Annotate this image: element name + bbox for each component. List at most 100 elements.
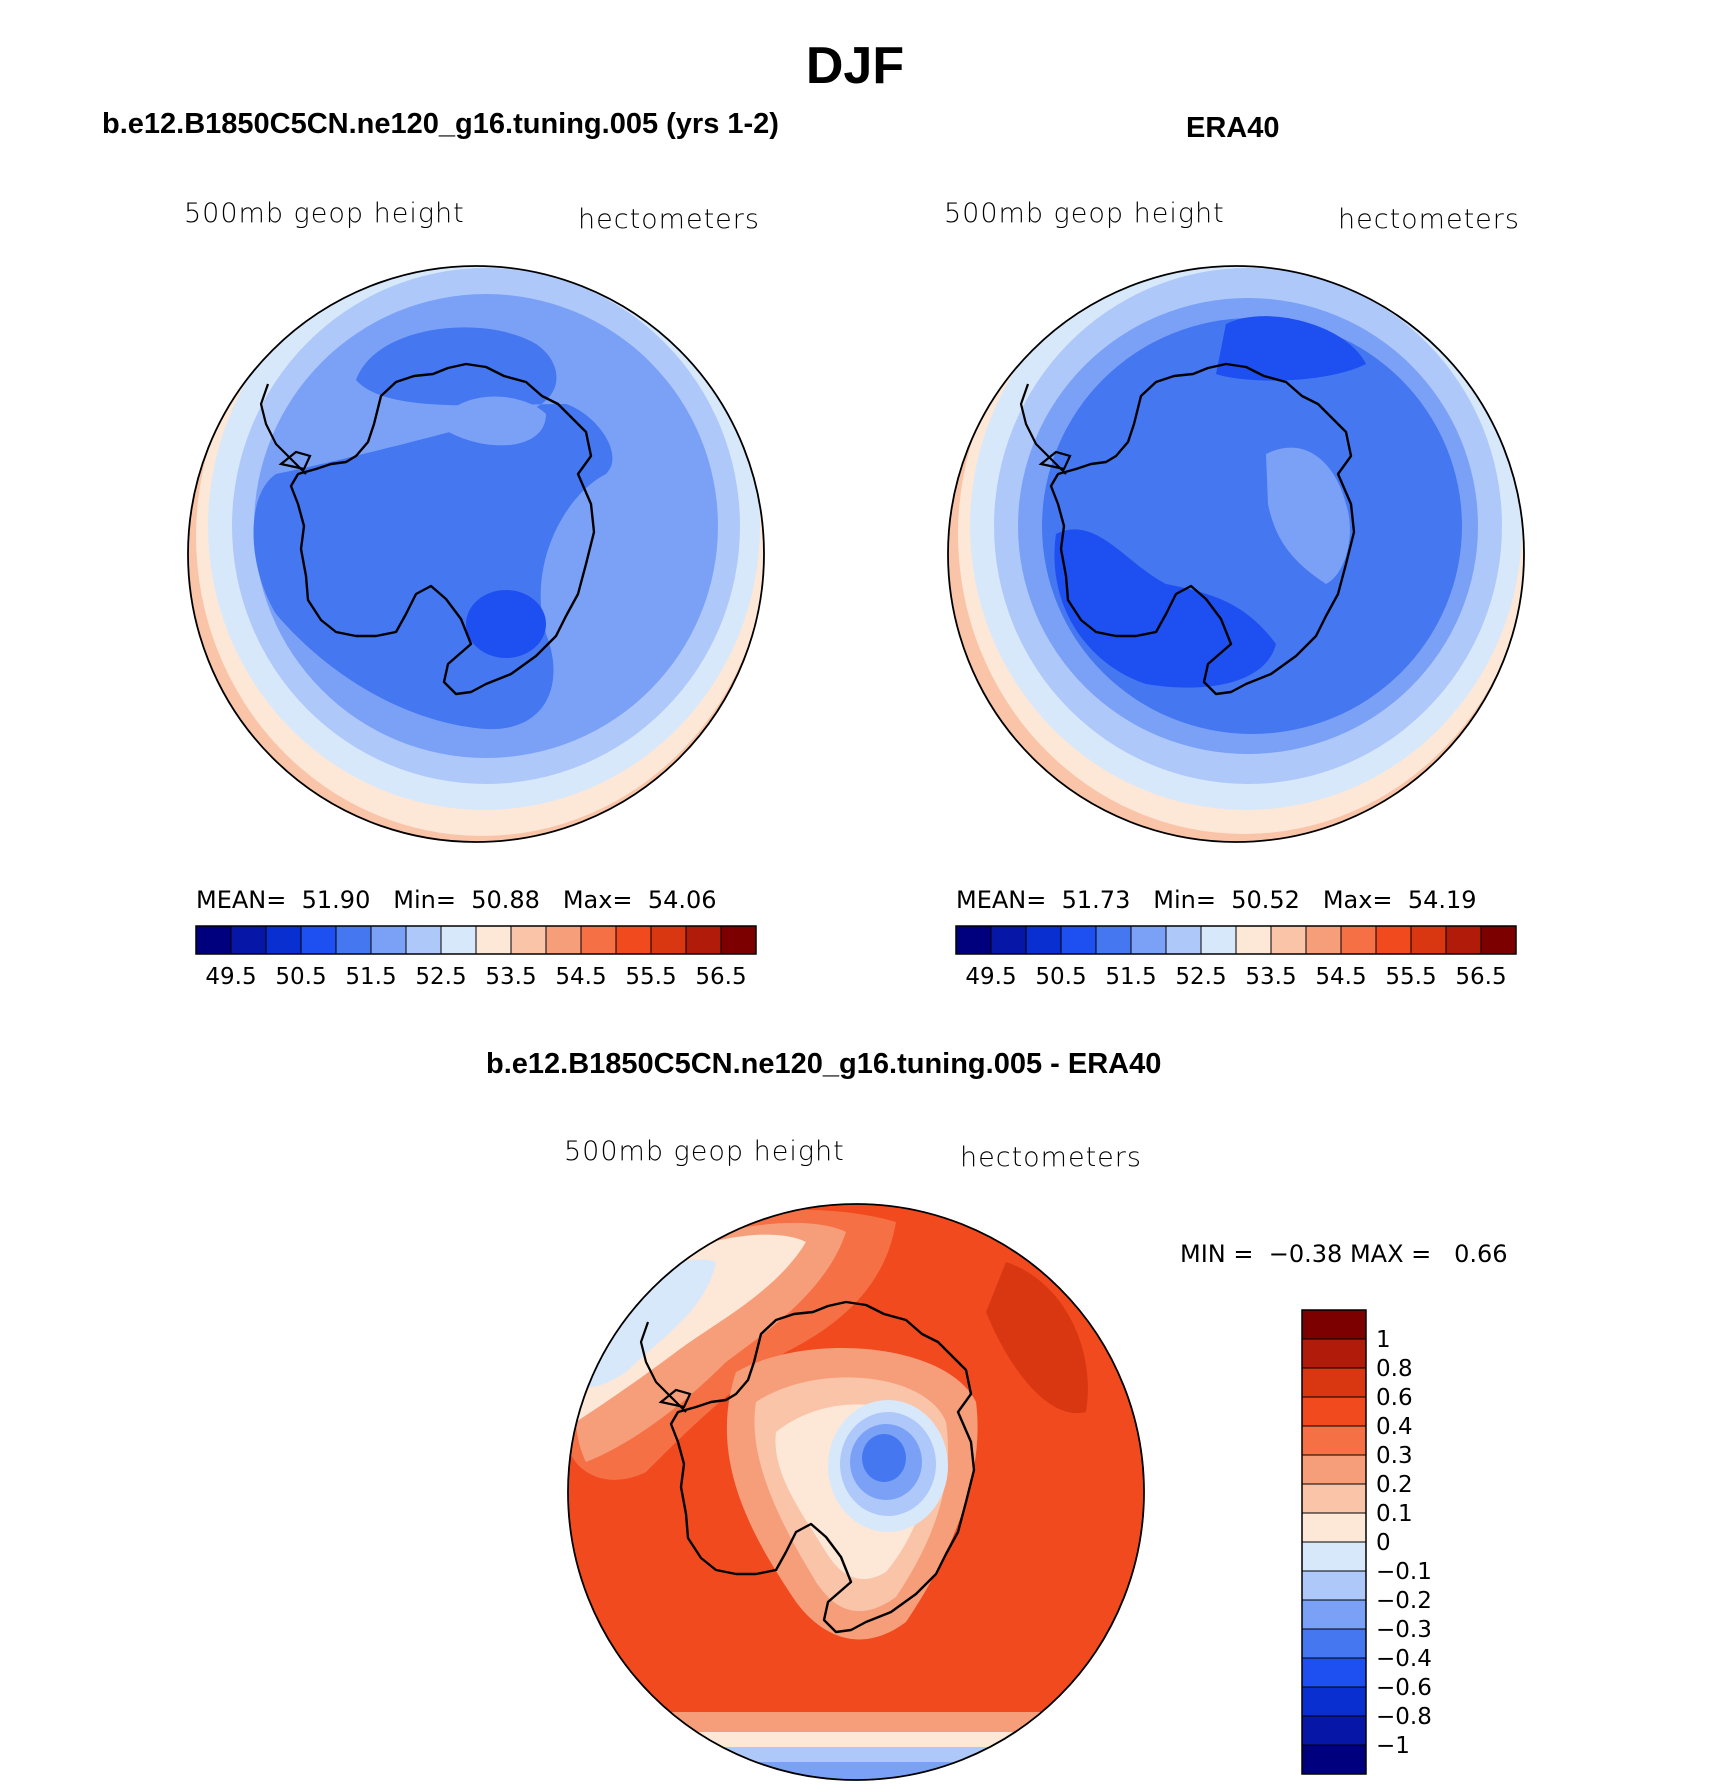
colorbar-swatch [1270,925,1307,955]
colorbar-swatch [1301,1599,1367,1630]
colorbar-label: 0.1 [1376,1501,1413,1527]
colorbar-label: 55.5 [1385,964,1436,990]
colorbar-label: 54.5 [555,964,606,990]
colorbar-label: 0.8 [1376,1356,1413,1382]
contour-band [466,590,546,658]
colorbar-swatch [1301,1686,1367,1717]
colorbar-swatch [1301,1657,1367,1688]
panel-title-obs: ERA40 [1186,112,1280,144]
colorbar-swatch [1301,1309,1367,1340]
colorbar-swatch [1301,1338,1367,1369]
colorbar-label: 51.5 [345,964,396,990]
colorbar-label: −0.8 [1376,1704,1432,1730]
colorbar-label: 54.5 [1315,964,1366,990]
stats-model: MEAN= 51.90 Min= 50.88 Max= 54.06 [196,886,717,914]
colorbar-swatch [1130,925,1167,955]
colorbar-label: 49.5 [205,964,256,990]
antarctic-peninsula [639,1321,692,1413]
colorbar-label: 52.5 [1175,964,1226,990]
colorbar-label: −0.2 [1376,1588,1432,1614]
antarctica-coastline [289,362,596,696]
colorbar-swatch [545,925,582,955]
colorbar-swatch [1305,925,1342,955]
polar-map-model [187,265,765,843]
colorbar-swatch [685,925,722,955]
colorbar-swatch [1025,925,1062,955]
colorbar-swatch [615,925,652,955]
colorbar-swatch [1301,1715,1367,1746]
colorbar-swatch [1301,1744,1367,1775]
stats-diff: MIN = −0.38 MAX = 0.66 [1180,1240,1508,1268]
figure-title: DJF [805,37,905,95]
panel-left-label-obs: 500mb geop height [944,198,1225,229]
colorbar-label: −0.1 [1376,1559,1432,1585]
contour-band [571,1259,716,1387]
colorbar-swatch [1301,1570,1367,1601]
colorbar-frame [195,925,757,955]
panel-right-label-obs: hectometers [1338,204,1520,235]
antarctic-peninsula [259,383,312,475]
colorbar-swatch [1301,1425,1367,1456]
colorbar-swatch [1200,925,1237,955]
colorbar-swatch [300,925,337,955]
colorbar-diff: 1 0.8 0.6 0.4 0.3 0.2 0.1 0 −0.1 −0.2 −0.3 −0.4 −0.6… [1301,1309,1432,1775]
colorbar-swatch [1165,925,1202,955]
colorbar-model: 49.5 50.5 51.5 52.5 53.5 54.5 55.5 56.5 [195,925,757,990]
colorbar-label: 0.4 [1376,1414,1413,1440]
colorbar-swatch [1340,925,1377,955]
panel-title-diff: b.e12.B1850C5CN.ne120_g16.tuning.005 - E… [486,1048,1162,1080]
colorbar-label: −0.4 [1376,1646,1432,1672]
colorbar-label: 0.2 [1376,1472,1413,1498]
colorbar-swatch [510,925,547,955]
colorbar-swatch [1301,1628,1367,1659]
colorbar-frame [1301,1309,1367,1775]
contour-band [986,1262,1088,1414]
colorbar-swatch [1410,925,1447,955]
colorbar-label: 0.3 [1376,1443,1413,1469]
contour-band [1266,447,1350,584]
colorbar-swatch [1301,1396,1367,1427]
colorbar-label: 56.5 [1455,964,1506,990]
colorbar-swatch [1060,925,1097,955]
contour-band [1054,529,1276,688]
colorbar-label: −0.3 [1376,1617,1432,1643]
colorbar-swatch [475,925,512,955]
colorbar-swatch [650,925,687,955]
colorbar-swatch [195,925,232,955]
panel-right-label-model: hectometers [578,204,760,235]
colorbar-swatch [990,925,1027,955]
colorbar-swatch [1445,925,1482,955]
colorbar-swatch [1301,1541,1367,1572]
colorbar-swatch [370,925,407,955]
colorbar-swatch [1095,925,1132,955]
colorbar-label: 0.6 [1376,1385,1413,1411]
contour-band [436,396,546,446]
colorbar-label: 55.5 [625,964,676,990]
panel-title-model: b.e12.B1850C5CN.ne120_g16.tuning.005 (yr… [102,108,779,140]
polar-map-diff [567,1203,1145,1781]
colorbar-swatch [1301,1367,1367,1398]
colorbar-label: 53.5 [1245,964,1296,990]
colorbar-swatch [230,925,267,955]
colorbar-label: −1 [1376,1733,1410,1759]
colorbar-label: 50.5 [1035,964,1086,990]
colorbar-swatch [1375,925,1412,955]
colorbar-label: −0.6 [1376,1675,1432,1701]
panel-left-label-diff: 500mb geop height [564,1136,845,1167]
contour-band [1216,316,1366,381]
polar-map-obs [947,265,1525,843]
colorbar-swatch [720,925,757,955]
colorbar-label: 51.5 [1105,964,1156,990]
contour-band [568,1762,1144,1780]
colorbar-label: 53.5 [485,964,536,990]
colorbar-label: 50.5 [275,964,326,990]
antarctica-coastline [669,1300,976,1634]
colorbar-swatch [1301,1483,1367,1514]
colorbar-swatch [580,925,617,955]
colorbar-swatch [335,925,372,955]
colorbar-obs: 49.5 50.5 51.5 52.5 53.5 54.5 55.5 56.5 [955,925,1517,990]
antarctic-peninsula [1019,383,1072,475]
colorbar-swatch [405,925,442,955]
colorbar-label: 52.5 [415,964,466,990]
colorbar-frame [955,925,1517,955]
